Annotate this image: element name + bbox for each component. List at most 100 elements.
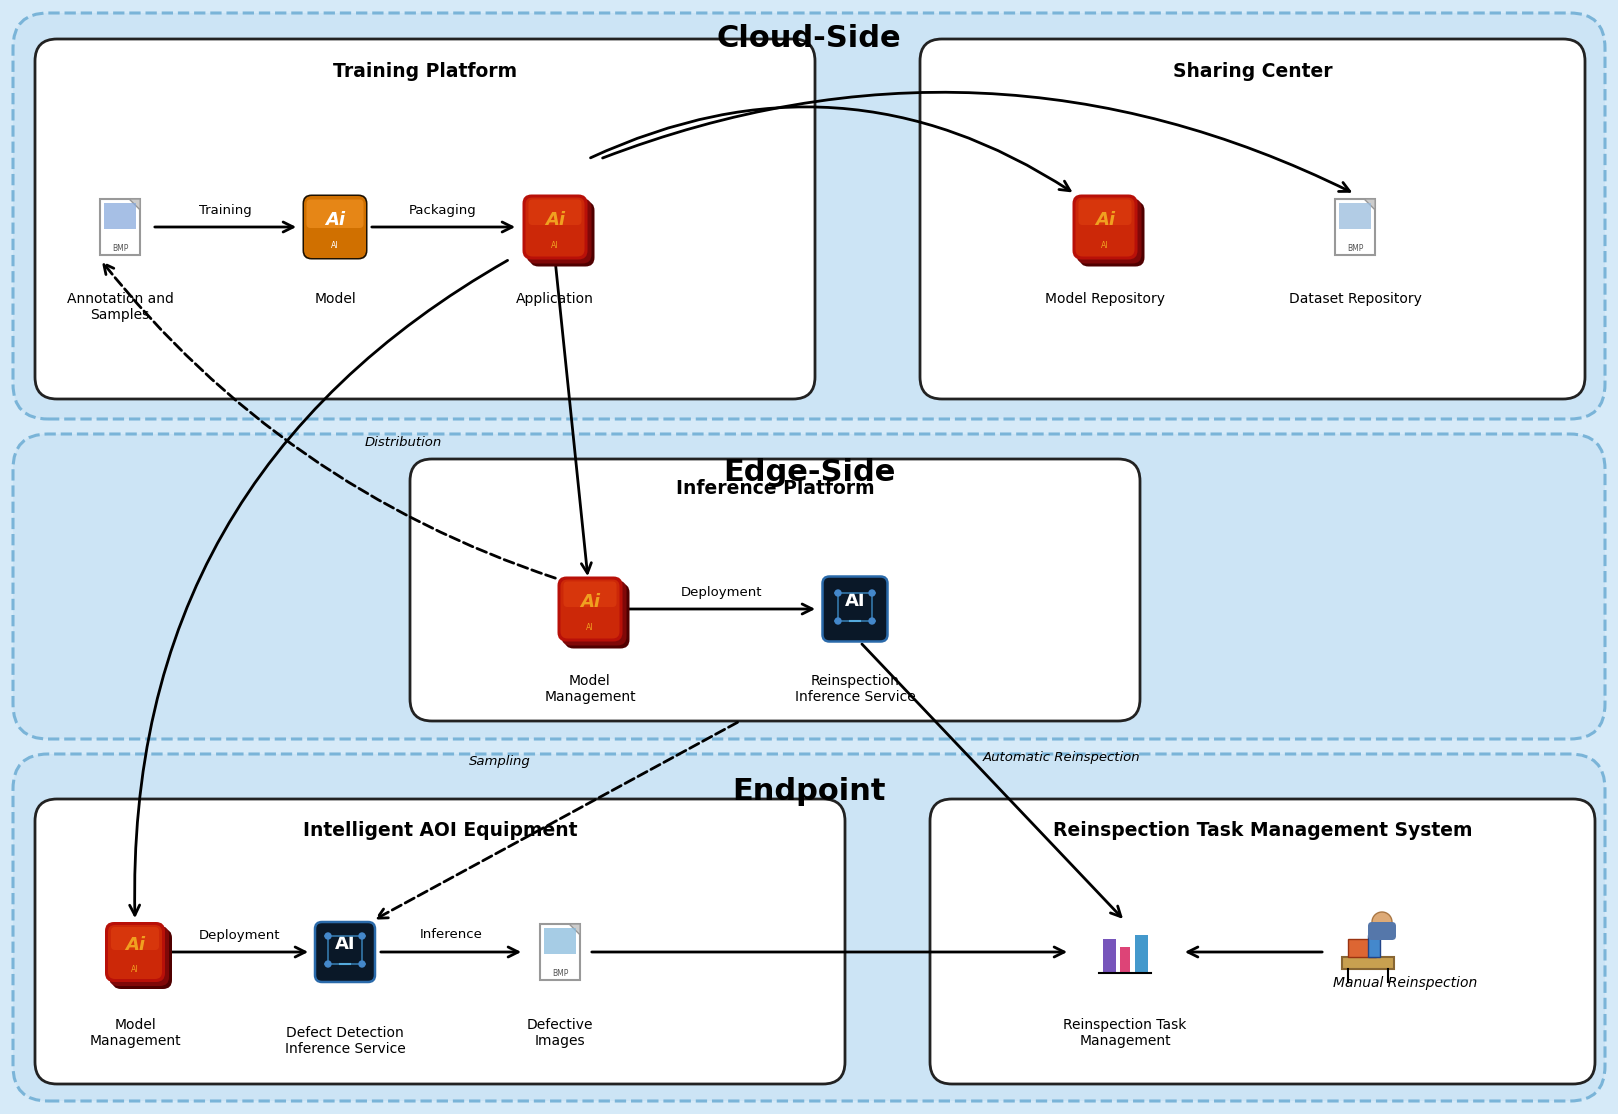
Text: BMP: BMP bbox=[112, 244, 128, 253]
FancyBboxPatch shape bbox=[1348, 939, 1375, 957]
Text: Defective
Images: Defective Images bbox=[527, 1018, 594, 1048]
Text: Model Repository: Model Repository bbox=[1045, 292, 1165, 306]
FancyBboxPatch shape bbox=[1079, 199, 1131, 225]
Text: Packaging: Packaging bbox=[409, 204, 477, 216]
FancyBboxPatch shape bbox=[560, 579, 620, 638]
Circle shape bbox=[869, 618, 875, 624]
Text: Ai: Ai bbox=[1095, 211, 1115, 229]
FancyBboxPatch shape bbox=[529, 199, 581, 225]
Text: AI: AI bbox=[332, 241, 338, 250]
FancyBboxPatch shape bbox=[13, 13, 1605, 419]
Text: Defect Detection
Inference Service: Defect Detection Inference Service bbox=[285, 1026, 406, 1056]
Text: AI: AI bbox=[1102, 241, 1108, 250]
Text: Distribution: Distribution bbox=[366, 436, 442, 449]
Text: AI: AI bbox=[335, 935, 356, 952]
FancyBboxPatch shape bbox=[112, 929, 172, 989]
FancyBboxPatch shape bbox=[316, 922, 375, 983]
FancyBboxPatch shape bbox=[13, 754, 1605, 1101]
FancyBboxPatch shape bbox=[565, 584, 629, 648]
Circle shape bbox=[325, 934, 332, 939]
Text: Deployment: Deployment bbox=[681, 586, 762, 598]
Text: Application: Application bbox=[516, 292, 594, 306]
Polygon shape bbox=[129, 199, 141, 211]
FancyBboxPatch shape bbox=[108, 925, 162, 979]
FancyBboxPatch shape bbox=[1076, 198, 1142, 264]
FancyBboxPatch shape bbox=[563, 582, 616, 607]
FancyBboxPatch shape bbox=[105, 922, 165, 983]
FancyBboxPatch shape bbox=[526, 198, 592, 264]
FancyBboxPatch shape bbox=[1341, 957, 1395, 969]
Text: Ai: Ai bbox=[579, 593, 600, 610]
Text: AI: AI bbox=[131, 966, 139, 975]
FancyBboxPatch shape bbox=[1134, 935, 1147, 973]
Text: Training Platform: Training Platform bbox=[333, 61, 518, 80]
FancyBboxPatch shape bbox=[921, 39, 1586, 399]
Text: Sampling: Sampling bbox=[469, 755, 531, 769]
FancyBboxPatch shape bbox=[529, 202, 594, 266]
Text: Endpoint: Endpoint bbox=[733, 778, 885, 807]
Text: BMP: BMP bbox=[552, 968, 568, 977]
Text: BMP: BMP bbox=[1346, 244, 1364, 253]
Text: Model: Model bbox=[314, 292, 356, 306]
FancyBboxPatch shape bbox=[1367, 935, 1380, 957]
FancyBboxPatch shape bbox=[1073, 195, 1137, 260]
Text: Automatic Reinspection: Automatic Reinspection bbox=[984, 752, 1141, 764]
Text: Ai: Ai bbox=[325, 211, 345, 229]
FancyBboxPatch shape bbox=[558, 577, 623, 642]
Circle shape bbox=[325, 961, 332, 967]
FancyBboxPatch shape bbox=[306, 199, 364, 228]
Text: Deployment: Deployment bbox=[199, 928, 280, 941]
FancyBboxPatch shape bbox=[100, 199, 141, 255]
Text: Model
Management: Model Management bbox=[89, 1018, 181, 1048]
Text: Manual Reinspection: Manual Reinspection bbox=[1333, 976, 1477, 990]
Text: Ai: Ai bbox=[545, 211, 565, 229]
FancyBboxPatch shape bbox=[104, 203, 136, 229]
Text: AI: AI bbox=[845, 592, 866, 610]
FancyBboxPatch shape bbox=[1076, 197, 1134, 256]
Text: Sharing Center: Sharing Center bbox=[1173, 61, 1332, 80]
FancyBboxPatch shape bbox=[540, 924, 581, 980]
Polygon shape bbox=[1364, 199, 1375, 211]
Text: Dataset Repository: Dataset Repository bbox=[1288, 292, 1422, 306]
Text: Edge-Side: Edge-Side bbox=[723, 458, 895, 487]
Circle shape bbox=[1372, 912, 1391, 932]
FancyBboxPatch shape bbox=[409, 459, 1141, 721]
FancyBboxPatch shape bbox=[303, 195, 367, 260]
FancyBboxPatch shape bbox=[526, 197, 584, 256]
FancyBboxPatch shape bbox=[13, 434, 1605, 739]
FancyBboxPatch shape bbox=[304, 196, 366, 258]
Circle shape bbox=[359, 961, 366, 967]
FancyBboxPatch shape bbox=[1335, 199, 1375, 255]
FancyBboxPatch shape bbox=[523, 195, 587, 260]
FancyBboxPatch shape bbox=[36, 39, 815, 399]
Circle shape bbox=[359, 934, 366, 939]
FancyBboxPatch shape bbox=[930, 799, 1595, 1084]
FancyBboxPatch shape bbox=[1079, 202, 1144, 266]
FancyBboxPatch shape bbox=[112, 927, 159, 950]
Text: Training: Training bbox=[199, 204, 251, 216]
Text: AI: AI bbox=[586, 623, 594, 632]
Text: Intelligent AOI Equipment: Intelligent AOI Equipment bbox=[303, 821, 578, 840]
Text: Reinspection Task Management System: Reinspection Task Management System bbox=[1053, 821, 1472, 840]
Text: Inference: Inference bbox=[419, 928, 482, 941]
FancyBboxPatch shape bbox=[108, 926, 168, 986]
Circle shape bbox=[835, 590, 841, 596]
Polygon shape bbox=[570, 924, 581, 935]
FancyBboxPatch shape bbox=[1120, 947, 1129, 973]
Text: Reinspection Task
Management: Reinspection Task Management bbox=[1063, 1018, 1186, 1048]
FancyBboxPatch shape bbox=[822, 577, 888, 642]
FancyBboxPatch shape bbox=[544, 928, 576, 954]
FancyBboxPatch shape bbox=[1102, 939, 1115, 973]
Text: Annotation and
Samples: Annotation and Samples bbox=[66, 292, 173, 322]
FancyBboxPatch shape bbox=[1367, 922, 1396, 940]
Circle shape bbox=[869, 590, 875, 596]
Text: Reinspection
Inference Service: Reinspection Inference Service bbox=[794, 674, 916, 704]
Text: Cloud-Side: Cloud-Side bbox=[717, 23, 901, 52]
Circle shape bbox=[835, 618, 841, 624]
Text: Ai: Ai bbox=[125, 936, 146, 954]
Text: AI: AI bbox=[552, 241, 558, 250]
Text: Model
Management: Model Management bbox=[544, 674, 636, 704]
FancyBboxPatch shape bbox=[36, 799, 845, 1084]
FancyBboxPatch shape bbox=[561, 580, 626, 645]
Text: Inference Platform: Inference Platform bbox=[676, 479, 874, 498]
